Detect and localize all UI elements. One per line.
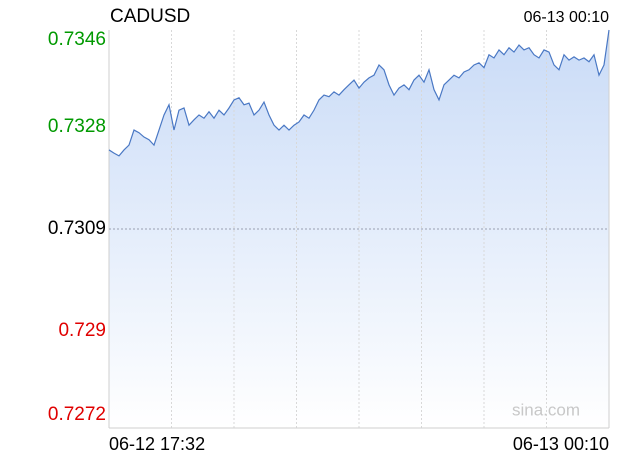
y-tick-label: 0.7346 <box>48 29 106 50</box>
price-line <box>108 29 610 157</box>
x-tick-label: 06-13 00:10 <box>513 434 609 454</box>
y-tick-label: 0.7328 <box>48 116 106 137</box>
watermark: sina.com <box>512 400 580 419</box>
chart-title: CADUSD <box>110 6 190 27</box>
y-tick-label: 0.729 <box>58 320 106 341</box>
x-tick-label: 06-12 17:32 <box>109 434 205 454</box>
y-tick-label: 0.7309 <box>48 218 106 239</box>
last-time: 06-13 00:10 <box>524 9 610 26</box>
y-tick-label: 0.7272 <box>48 404 106 425</box>
